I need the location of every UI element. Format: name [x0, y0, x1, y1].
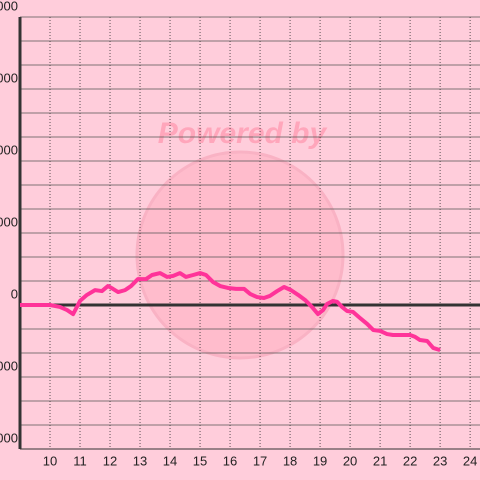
x-tick-label: 10	[43, 453, 57, 468]
x-tick-label: 19	[313, 453, 327, 468]
watermark: Powered by	[158, 117, 328, 150]
x-tick-label: 21	[373, 453, 387, 468]
x-tick-label: 23	[433, 453, 447, 468]
watermark-ball	[135, 150, 345, 360]
y-tick-label: -3,000	[0, 358, 18, 373]
x-tick-label: 13	[133, 453, 147, 468]
y-tick-label: 3,000	[0, 214, 18, 229]
x-tick-label: 14	[163, 453, 177, 468]
line	[20, 271, 441, 353]
x-tick-label: 12	[103, 453, 117, 468]
y-tick-label: 0	[11, 286, 18, 301]
x-tick-label: 16	[223, 453, 237, 468]
y-tick-label: 6,000	[0, 142, 18, 157]
x-tick-label: 22	[403, 453, 417, 468]
x-tick-label: 18	[283, 453, 297, 468]
x-tick-label: 24	[463, 453, 477, 468]
x-tick-label: 17	[253, 453, 267, 468]
y-tick-label: 9,000	[0, 70, 18, 85]
y-tick-label: -6,000	[0, 430, 18, 445]
x-tick-label: 20	[343, 453, 357, 468]
y-tick-label: 12,000	[0, 0, 18, 13]
x-tick-label: 15	[193, 453, 207, 468]
x-tick-label: 11	[73, 453, 87, 468]
